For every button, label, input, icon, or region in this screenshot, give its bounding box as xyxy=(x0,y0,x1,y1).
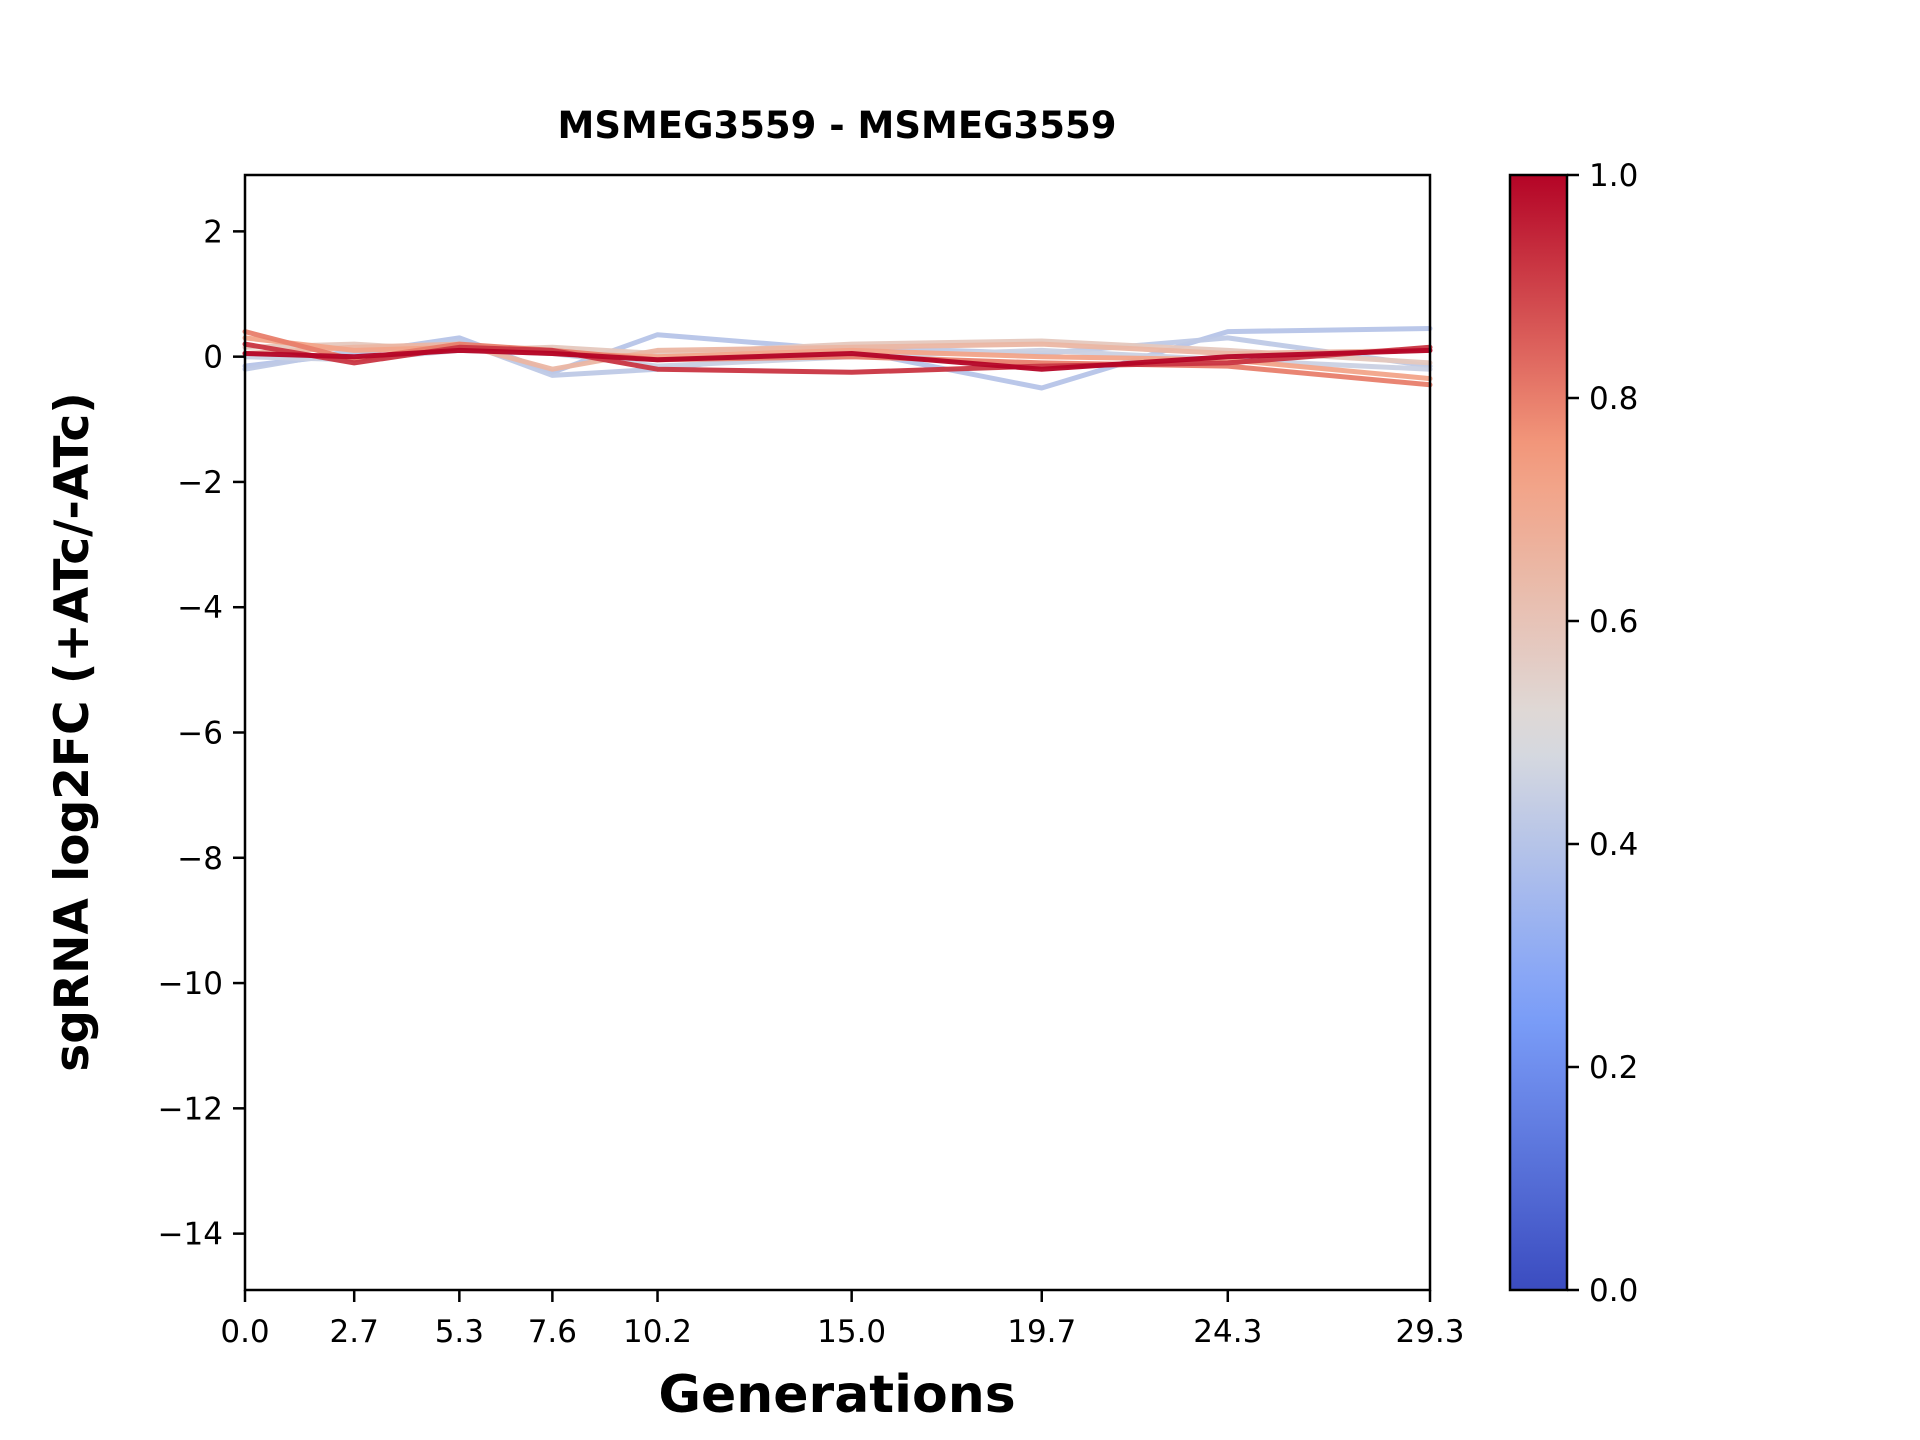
sgrna-line xyxy=(242,341,1433,375)
y-tick-label: −2 xyxy=(177,465,223,501)
series-lines-group xyxy=(242,326,1433,391)
y-tick-label: 0 xyxy=(203,340,223,376)
y-axis-ticks: 2 0 −2 −4 −6 −8 −10 −12 −14 xyxy=(158,214,245,1253)
chart-title: MSMEG3559 - MSMEG3559 xyxy=(558,104,1117,147)
y-tick-label: −12 xyxy=(158,1091,223,1127)
x-axis-ticks: 0.0 2.7 5.3 7.6 10.2 15.0 19.7 24.3 29.3 xyxy=(220,1290,1465,1350)
x-tick-label: 19.7 xyxy=(1007,1314,1076,1350)
y-tick-label: −14 xyxy=(158,1217,223,1253)
colorbar-tick-label: 0.6 xyxy=(1589,604,1638,640)
colorbar-ticks: 0.0 0.2 0.4 0.6 0.8 1.0 xyxy=(1567,158,1638,1309)
y-tick-label: −8 xyxy=(177,841,223,877)
x-tick-label: 24.3 xyxy=(1193,1314,1262,1350)
x-tick-label: 10.2 xyxy=(623,1314,692,1350)
colorbar xyxy=(1508,173,1569,1292)
y-tick-label: −6 xyxy=(177,716,223,752)
colorbar-tick-label: 0.0 xyxy=(1589,1273,1638,1309)
y-tick-label: −4 xyxy=(177,590,223,626)
x-axis-label: Generations xyxy=(658,1365,1015,1425)
x-tick-label: 2.7 xyxy=(330,1314,379,1350)
x-tick-label: 5.3 xyxy=(435,1314,484,1350)
y-tick-label: 2 xyxy=(203,214,223,250)
x-tick-label: 15.0 xyxy=(817,1314,886,1350)
x-tick-label: 29.3 xyxy=(1395,1314,1464,1350)
sgrna-line xyxy=(242,341,1433,372)
y-tick-label: −10 xyxy=(158,966,223,1002)
x-tick-label: 0.0 xyxy=(220,1314,269,1350)
colorbar-tick-label: 0.4 xyxy=(1589,827,1638,863)
x-tick-label: 7.6 xyxy=(528,1314,577,1350)
colorbar-tick-label: 0.8 xyxy=(1589,381,1638,417)
colorbar-tick-label: 0.2 xyxy=(1589,1050,1638,1086)
y-axis-label: sgRNA log2FC (+ATc/-ATc) xyxy=(45,392,100,1071)
colorbar-tick-label: 1.0 xyxy=(1589,158,1638,194)
sgrna-line xyxy=(242,347,1433,372)
